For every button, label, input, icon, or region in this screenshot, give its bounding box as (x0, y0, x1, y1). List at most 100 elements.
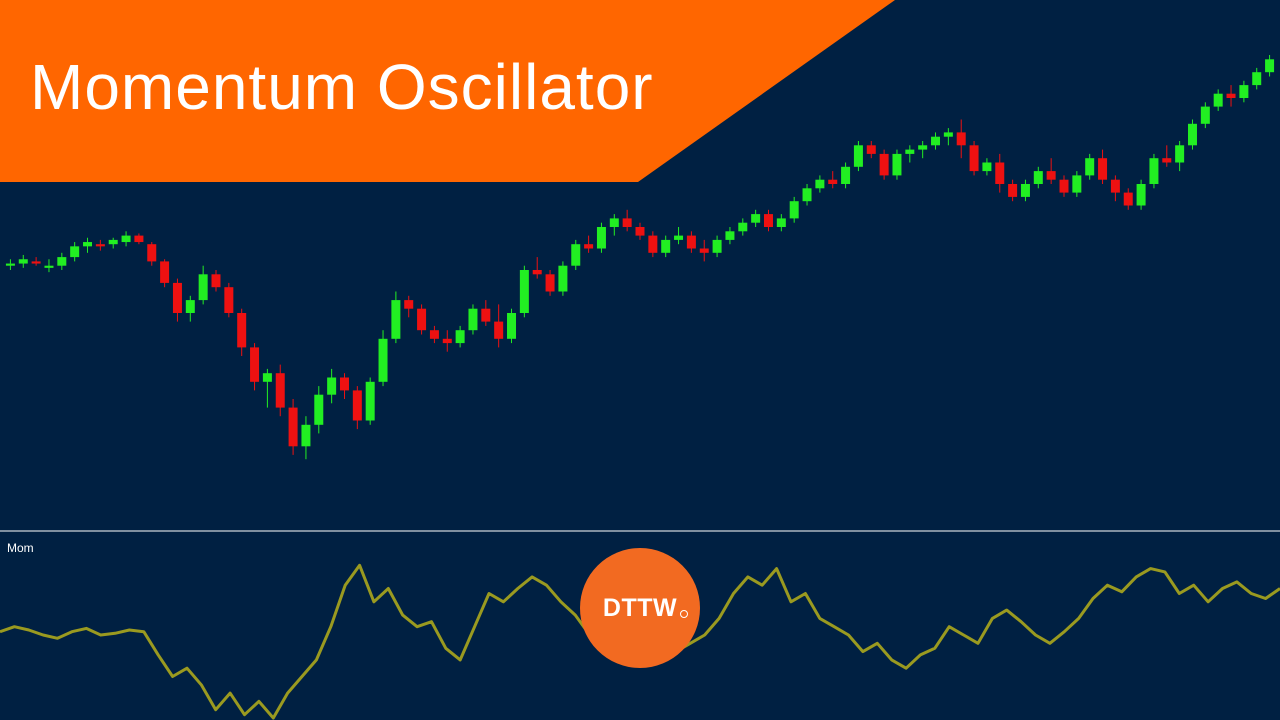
registered-mark-icon (680, 610, 688, 618)
candle-body (121, 235, 131, 243)
candle-body (1200, 106, 1210, 124)
candle-body (442, 338, 452, 344)
candle-body (481, 308, 491, 322)
candle-body (507, 313, 517, 339)
candle-body (815, 179, 825, 189)
candle-body (275, 373, 285, 408)
candle-body (519, 270, 529, 313)
candle-body (160, 261, 170, 283)
candle-body (558, 265, 568, 292)
candle-body (134, 235, 144, 243)
candle-body (725, 231, 735, 240)
candle-body (1149, 158, 1159, 184)
candle-body (571, 244, 581, 266)
candle-body (751, 214, 761, 223)
candle-body (1252, 72, 1262, 86)
candle-body (70, 246, 80, 258)
candle-body (57, 257, 67, 266)
title-banner (0, 0, 895, 182)
candle-body (622, 218, 632, 227)
candle-body (237, 313, 247, 348)
candle-body (339, 377, 349, 391)
candle-body (301, 424, 311, 447)
candle-body (5, 263, 15, 266)
candle-body (211, 274, 221, 288)
dttw-logo: DTTW (580, 548, 700, 668)
candle-body (365, 381, 375, 421)
candle-body (686, 235, 696, 249)
candle-body (1239, 85, 1249, 98)
candle-body (789, 201, 799, 219)
price-candlesticks (5, 55, 1275, 460)
candle-body (802, 188, 812, 202)
candle-body (1072, 175, 1082, 193)
candle-body (532, 270, 542, 275)
candle-body (661, 239, 671, 253)
candle-body (1059, 179, 1069, 193)
candle-body (609, 218, 619, 227)
candle-body (545, 274, 555, 292)
candle-body (584, 244, 594, 249)
candle-body (1046, 171, 1056, 180)
candle-body (892, 153, 902, 176)
candle-body (352, 390, 362, 421)
candle-body (1020, 184, 1030, 197)
candle-body (1033, 171, 1043, 184)
candle-body (596, 227, 606, 249)
candle-body (429, 330, 439, 339)
candle-body (1085, 158, 1095, 176)
logo-text: DTTW (602, 593, 678, 622)
candle-body (1098, 158, 1108, 180)
candle-body (763, 214, 773, 227)
candle-body (1162, 158, 1172, 163)
candle-body (185, 300, 195, 313)
candle-body (1226, 93, 1236, 98)
candle-body (943, 132, 953, 137)
candle-body (905, 149, 915, 154)
candle-body (918, 145, 928, 150)
chart-title: Momentum Oscillator (30, 51, 654, 123)
candle-body (198, 274, 208, 301)
candle-body (866, 145, 876, 154)
candle-body (1187, 123, 1197, 146)
candle-body (982, 162, 992, 172)
candle-body (147, 244, 157, 262)
candle-body (1008, 184, 1018, 197)
candle-body (172, 282, 182, 313)
candle-body (18, 259, 28, 264)
candle-body (995, 162, 1005, 184)
candle-body (1213, 93, 1223, 107)
candle-body (1175, 145, 1185, 163)
candle-body (224, 287, 234, 313)
candle-body (95, 244, 105, 247)
candle-body (391, 300, 401, 339)
candle-body (108, 239, 118, 245)
candle-body (378, 338, 388, 382)
candle-body (841, 166, 851, 184)
candle-body (699, 248, 709, 253)
candle-body (1265, 59, 1275, 73)
candle-body (262, 373, 272, 382)
candle-body (494, 321, 504, 339)
candle-body (969, 145, 979, 172)
candle-body (648, 235, 658, 253)
candle-body (404, 300, 414, 309)
candle-body (83, 242, 93, 247)
candle-body (828, 179, 838, 184)
candle-body (1123, 192, 1133, 206)
candle-body (250, 347, 260, 382)
candle-body (674, 235, 684, 240)
candle-body (853, 145, 863, 167)
indicator-label: Mom (7, 541, 34, 555)
candle-body (738, 222, 748, 232)
candle-body (956, 132, 966, 146)
candle-body (314, 394, 324, 425)
candle-body (44, 265, 54, 268)
candle-body (635, 227, 645, 236)
candle-body (468, 308, 478, 331)
candle-body (417, 308, 427, 331)
candle-body (327, 377, 337, 395)
banner-shape (0, 0, 895, 182)
